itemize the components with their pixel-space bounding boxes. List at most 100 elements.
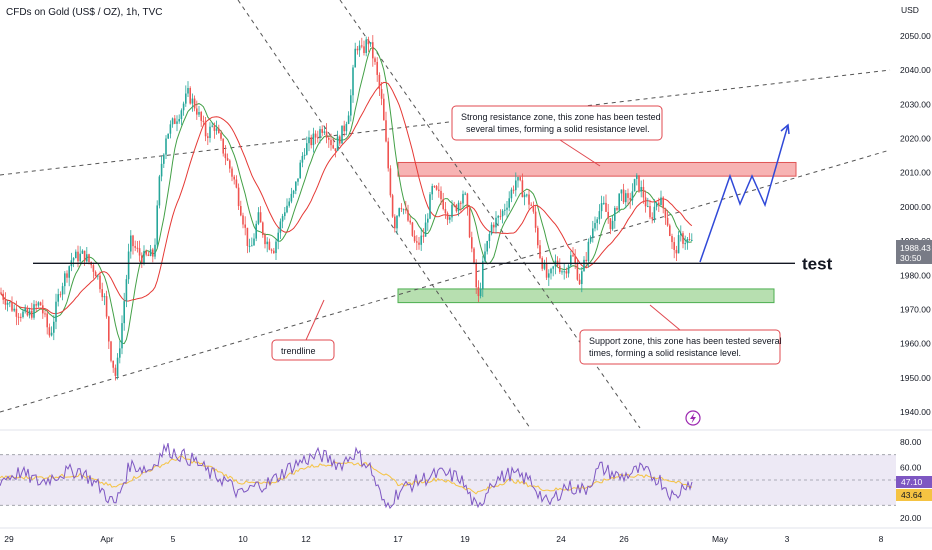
candle-body — [242, 215, 244, 225]
price-tick-label: 1950.00 — [900, 373, 931, 383]
candle-body — [457, 202, 460, 212]
candle-body — [387, 141, 389, 169]
candle-body — [600, 203, 603, 212]
candle-body — [59, 294, 62, 296]
channel-line[interactable] — [0, 149, 891, 413]
candle-body — [378, 74, 381, 90]
candle-body — [339, 136, 341, 144]
candle-body — [640, 186, 642, 192]
candle-body — [611, 220, 614, 230]
channel-line[interactable] — [237, 0, 531, 429]
candle-body — [405, 209, 407, 211]
candle-body — [429, 194, 431, 219]
candle-body — [497, 216, 499, 218]
candle-body — [312, 133, 315, 146]
candle-body — [462, 193, 464, 204]
support-zone[interactable] — [397, 288, 775, 304]
candle-body — [171, 118, 174, 125]
candle-body — [268, 241, 271, 250]
candle-body — [66, 273, 68, 278]
candle-body — [647, 206, 649, 208]
projection-arrow-head — [780, 123, 790, 135]
candle-body — [189, 88, 191, 104]
candle-body — [72, 258, 75, 261]
candle-body — [323, 131, 326, 133]
resistance-note[interactable]: Strong resistance zone, this zone has be… — [451, 105, 663, 167]
candle-body — [165, 138, 167, 155]
candle-body — [275, 241, 277, 254]
candle-body — [301, 155, 304, 163]
candle-body — [50, 332, 53, 336]
candle-body — [9, 302, 11, 304]
candle-body — [209, 126, 211, 138]
price-tick-label: 2040.00 — [900, 65, 931, 75]
candle-body — [255, 223, 257, 239]
candle-body — [86, 254, 88, 262]
candle-body — [22, 311, 24, 318]
candle-body — [138, 248, 141, 256]
candle-body — [400, 208, 403, 210]
candle-body — [636, 175, 638, 179]
candle-body — [187, 88, 189, 94]
candle-body — [108, 316, 110, 342]
candle-body — [691, 239, 693, 241]
candle-body — [152, 249, 154, 257]
candle-body — [325, 131, 328, 138]
candle-body — [655, 202, 658, 207]
resistance-note-pointer — [559, 139, 601, 167]
candle-body — [215, 128, 218, 131]
candle-body — [521, 180, 524, 198]
projection-path[interactable] — [699, 124, 789, 263]
time-axis[interactable]: 29 Apr 5 10 12 17 19 24 26 May 3 8 — [4, 534, 883, 544]
trendline-note[interactable]: trendline — [271, 299, 335, 361]
price-pane[interactable]: test Strong resistance zone, this zone h… — [0, 0, 891, 429]
candle-body — [675, 249, 678, 254]
candle-body — [347, 115, 350, 124]
candle-body — [284, 212, 286, 217]
candle-body — [321, 129, 323, 133]
candle-body — [526, 194, 528, 196]
price-tick-label: 1960.00 — [900, 339, 931, 349]
candle-body — [598, 211, 601, 220]
price-axis[interactable]: USD 2050.00 2040.00 2030.00 2020.00 2010.00 2… — [896, 5, 932, 417]
candle-body — [103, 296, 106, 298]
candle-body — [251, 245, 253, 247]
candle-body — [202, 120, 205, 122]
candle-body — [539, 245, 541, 259]
candle-body — [20, 316, 22, 318]
candle-body — [380, 89, 383, 99]
countdown-label: 30:50 — [900, 253, 922, 263]
candle-body — [570, 255, 572, 266]
channel-line[interactable] — [0, 69, 891, 176]
trendline-note-box — [271, 339, 335, 361]
candle-body — [68, 266, 70, 278]
candle-body — [341, 125, 343, 144]
candle-body — [587, 241, 590, 262]
candle-body — [563, 271, 565, 273]
candle-body — [154, 244, 156, 257]
candle-body — [473, 248, 475, 263]
candle-body — [543, 263, 546, 269]
candle-body — [240, 206, 242, 216]
candle-body — [396, 215, 398, 229]
candle-body — [519, 177, 521, 181]
lightning-icon[interactable] — [685, 410, 701, 426]
candle-body — [156, 205, 158, 245]
time-tick-label: 17 — [393, 534, 403, 544]
candle-body — [592, 228, 594, 238]
candle-body — [499, 216, 502, 218]
candle-body — [669, 225, 671, 237]
support-note[interactable]: Support zone, this zone has been tested … — [579, 304, 782, 365]
price-tick-label: 2000.00 — [900, 202, 931, 212]
candle-body — [594, 222, 596, 229]
time-tick-label: 5 — [171, 534, 176, 544]
candle-body — [297, 178, 299, 182]
rsi-pane[interactable]: 80.00 60.00 20.00 47.10 43.64 — [0, 437, 932, 523]
candle-body — [413, 235, 416, 242]
candle-body — [55, 301, 57, 322]
candle-body — [229, 160, 231, 169]
candle-body — [475, 262, 477, 288]
candle-body — [253, 238, 255, 246]
rsi-tick-label: 20.00 — [900, 513, 922, 523]
